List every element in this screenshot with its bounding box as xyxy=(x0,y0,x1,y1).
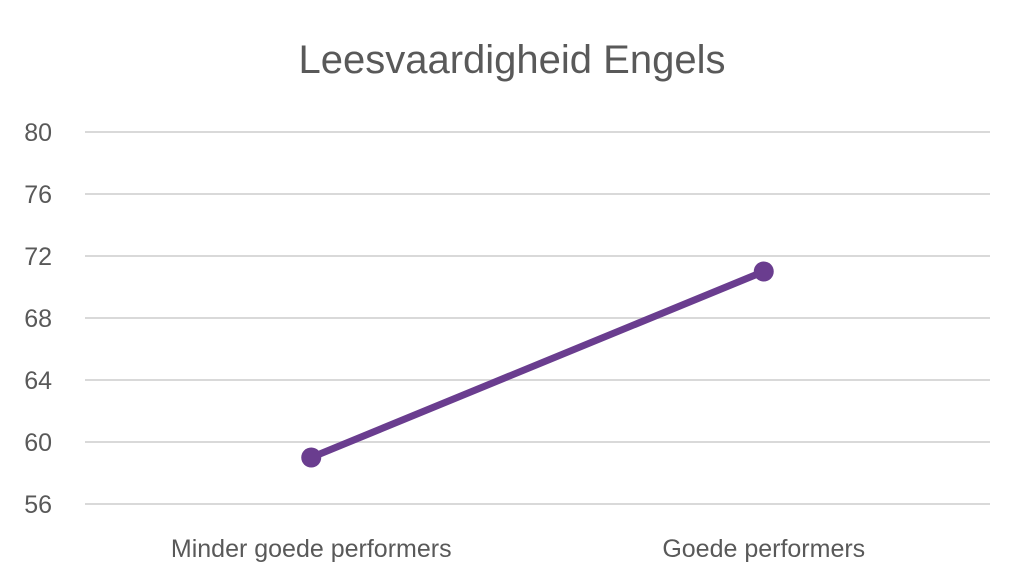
y-tick-label: 60 xyxy=(24,429,52,457)
gridlines xyxy=(85,131,990,505)
data-point-marker xyxy=(753,261,774,282)
y-tick-label: 76 xyxy=(24,181,52,209)
y-tick-label: 80 xyxy=(24,119,52,147)
y-tick-label: 72 xyxy=(24,243,52,271)
series-layer xyxy=(301,261,774,468)
y-tick-label: 56 xyxy=(24,491,52,519)
x-tick-label: Minder goede performers xyxy=(171,535,452,563)
y-axis-tick-labels: 56 60 64 68 72 76 80 xyxy=(24,119,52,519)
chart-title: Leesvaardigheid Engels xyxy=(299,38,726,82)
y-tick-label: 64 xyxy=(24,367,52,395)
data-point-marker xyxy=(301,447,322,468)
series-line xyxy=(307,268,768,461)
y-tick-label: 68 xyxy=(24,305,52,333)
x-tick-label: Goede performers xyxy=(662,535,865,563)
x-axis-tick-labels: Minder goede performers Goede performers xyxy=(171,535,865,563)
